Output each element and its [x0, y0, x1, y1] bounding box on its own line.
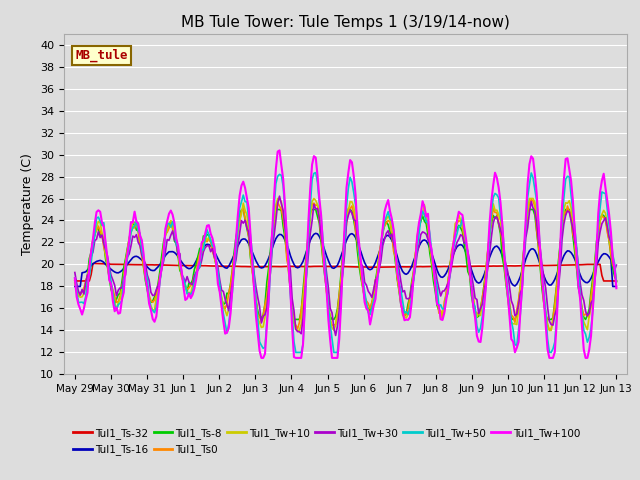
Tul1_Ts-32 — [564, 262, 572, 268]
Tul1_Ts0 — [545, 327, 553, 333]
Tul1_Tw+50 — [312, 170, 319, 176]
Tul1_Ts-8 — [239, 206, 247, 212]
Tul1_Tw+50 — [292, 349, 300, 355]
Tul1_Ts0 — [403, 312, 410, 317]
Tul1_Tw+50 — [406, 305, 413, 311]
Tul1_Ts-16 — [612, 284, 620, 289]
Tul1_Tw+50 — [73, 287, 81, 292]
Tul1_Tw+30 — [332, 333, 339, 338]
Tul1_Tw+30 — [71, 270, 79, 276]
Line: Tul1_Tw+30: Tul1_Tw+30 — [75, 196, 616, 336]
Tul1_Tw+100 — [71, 276, 79, 281]
Tul1_Tw+10 — [397, 299, 404, 304]
Line: Tul1_Ts-32: Tul1_Ts-32 — [75, 264, 616, 281]
Tul1_Tw+100 — [612, 285, 620, 291]
Tul1_Ts-16 — [404, 270, 412, 276]
Tul1_Ts-16 — [71, 284, 79, 289]
Tul1_Ts0 — [71, 278, 79, 284]
Tul1_Tw+30 — [276, 193, 284, 199]
Tul1_Ts-32 — [73, 278, 81, 284]
Tul1_Ts-16 — [564, 248, 572, 253]
Tul1_Tw+50 — [397, 287, 404, 293]
Tul1_Tw+50 — [71, 275, 79, 281]
Tul1_Tw+50 — [395, 280, 403, 286]
Tul1_Tw+30 — [531, 208, 539, 214]
Tul1_Ts0 — [394, 275, 401, 280]
Tul1_Tw+10 — [73, 286, 81, 291]
Y-axis label: Temperature (C): Temperature (C) — [22, 153, 35, 255]
Line: Tul1_Ts0: Tul1_Ts0 — [75, 200, 616, 330]
Tul1_Tw+100 — [395, 281, 403, 287]
Text: MB_tule: MB_tule — [76, 49, 128, 62]
Title: MB Tule Tower: Tule Temps 1 (3/19/14-now): MB Tule Tower: Tule Temps 1 (3/19/14-now… — [181, 15, 510, 30]
Tul1_Ts0 — [529, 198, 537, 204]
Tul1_Tw+100 — [565, 167, 573, 172]
Tul1_Tw+100 — [73, 294, 81, 300]
Tul1_Tw+100 — [257, 355, 265, 361]
Tul1_Tw+30 — [612, 262, 620, 268]
Tul1_Ts-32 — [612, 278, 620, 284]
Tul1_Ts0 — [392, 254, 399, 260]
Tul1_Ts-8 — [397, 301, 404, 307]
Tul1_Ts-16 — [312, 230, 319, 236]
Line: Tul1_Ts-16: Tul1_Ts-16 — [75, 233, 616, 287]
Tul1_Tw+10 — [395, 284, 403, 289]
Tul1_Tw+100 — [397, 300, 404, 306]
Tul1_Tw+10 — [406, 306, 413, 312]
Tul1_Ts0 — [612, 278, 620, 284]
Line: Tul1_Tw+10: Tul1_Tw+10 — [75, 199, 616, 330]
Tul1_Tw+50 — [531, 187, 539, 192]
Tul1_Ts-8 — [612, 278, 620, 284]
Tul1_Ts-8 — [73, 286, 81, 292]
Tul1_Tw+10 — [565, 198, 573, 204]
Tul1_Ts-8 — [395, 288, 403, 293]
Legend: Tul1_Ts-32, Tul1_Ts-16, Tul1_Ts-8, Tul1_Ts0, Tul1_Tw+10, Tul1_Tw+30, Tul1_Tw+50,: Tul1_Ts-32, Tul1_Ts-16, Tul1_Ts-8, Tul1_… — [69, 424, 584, 459]
Tul1_Ts-16 — [529, 246, 537, 252]
Line: Tul1_Ts-8: Tul1_Ts-8 — [75, 209, 616, 319]
Line: Tul1_Tw+100: Tul1_Tw+100 — [75, 150, 616, 358]
Tul1_Tw+30 — [406, 295, 413, 300]
Tul1_Tw+10 — [274, 196, 282, 202]
Tul1_Tw+100 — [531, 171, 539, 177]
Tul1_Tw+30 — [395, 266, 403, 272]
Tul1_Tw+30 — [73, 280, 81, 286]
Tul1_Tw+50 — [565, 174, 573, 180]
Tul1_Tw+30 — [565, 209, 573, 215]
Tul1_Ts-16 — [394, 253, 401, 259]
Tul1_Ts-16 — [73, 284, 81, 289]
Tul1_Ts0 — [73, 286, 81, 291]
Tul1_Ts-16 — [395, 260, 403, 265]
Tul1_Tw+10 — [531, 200, 539, 205]
Tul1_Tw+30 — [397, 278, 404, 284]
Tul1_Ts-32 — [529, 263, 537, 269]
Tul1_Ts-32 — [404, 264, 412, 270]
Line: Tul1_Tw+50: Tul1_Tw+50 — [75, 173, 616, 352]
Tul1_Tw+100 — [276, 147, 284, 153]
Tul1_Ts-8 — [406, 294, 413, 300]
Tul1_Tw+100 — [406, 314, 413, 320]
Tul1_Ts-8 — [531, 212, 539, 218]
Tul1_Ts-32 — [89, 261, 97, 266]
Tul1_Ts-8 — [565, 206, 573, 212]
Tul1_Ts-32 — [395, 264, 403, 270]
Tul1_Ts-32 — [394, 264, 401, 270]
Tul1_Tw+10 — [612, 279, 620, 285]
Tul1_Tw+10 — [71, 280, 79, 286]
Tul1_Tw+50 — [612, 279, 620, 285]
Tul1_Ts-32 — [71, 278, 79, 284]
Tul1_Ts-8 — [290, 316, 298, 322]
Tul1_Tw+10 — [294, 327, 301, 333]
Tul1_Ts0 — [565, 209, 573, 215]
Tul1_Ts0 — [527, 197, 535, 203]
Tul1_Ts-8 — [71, 278, 79, 284]
